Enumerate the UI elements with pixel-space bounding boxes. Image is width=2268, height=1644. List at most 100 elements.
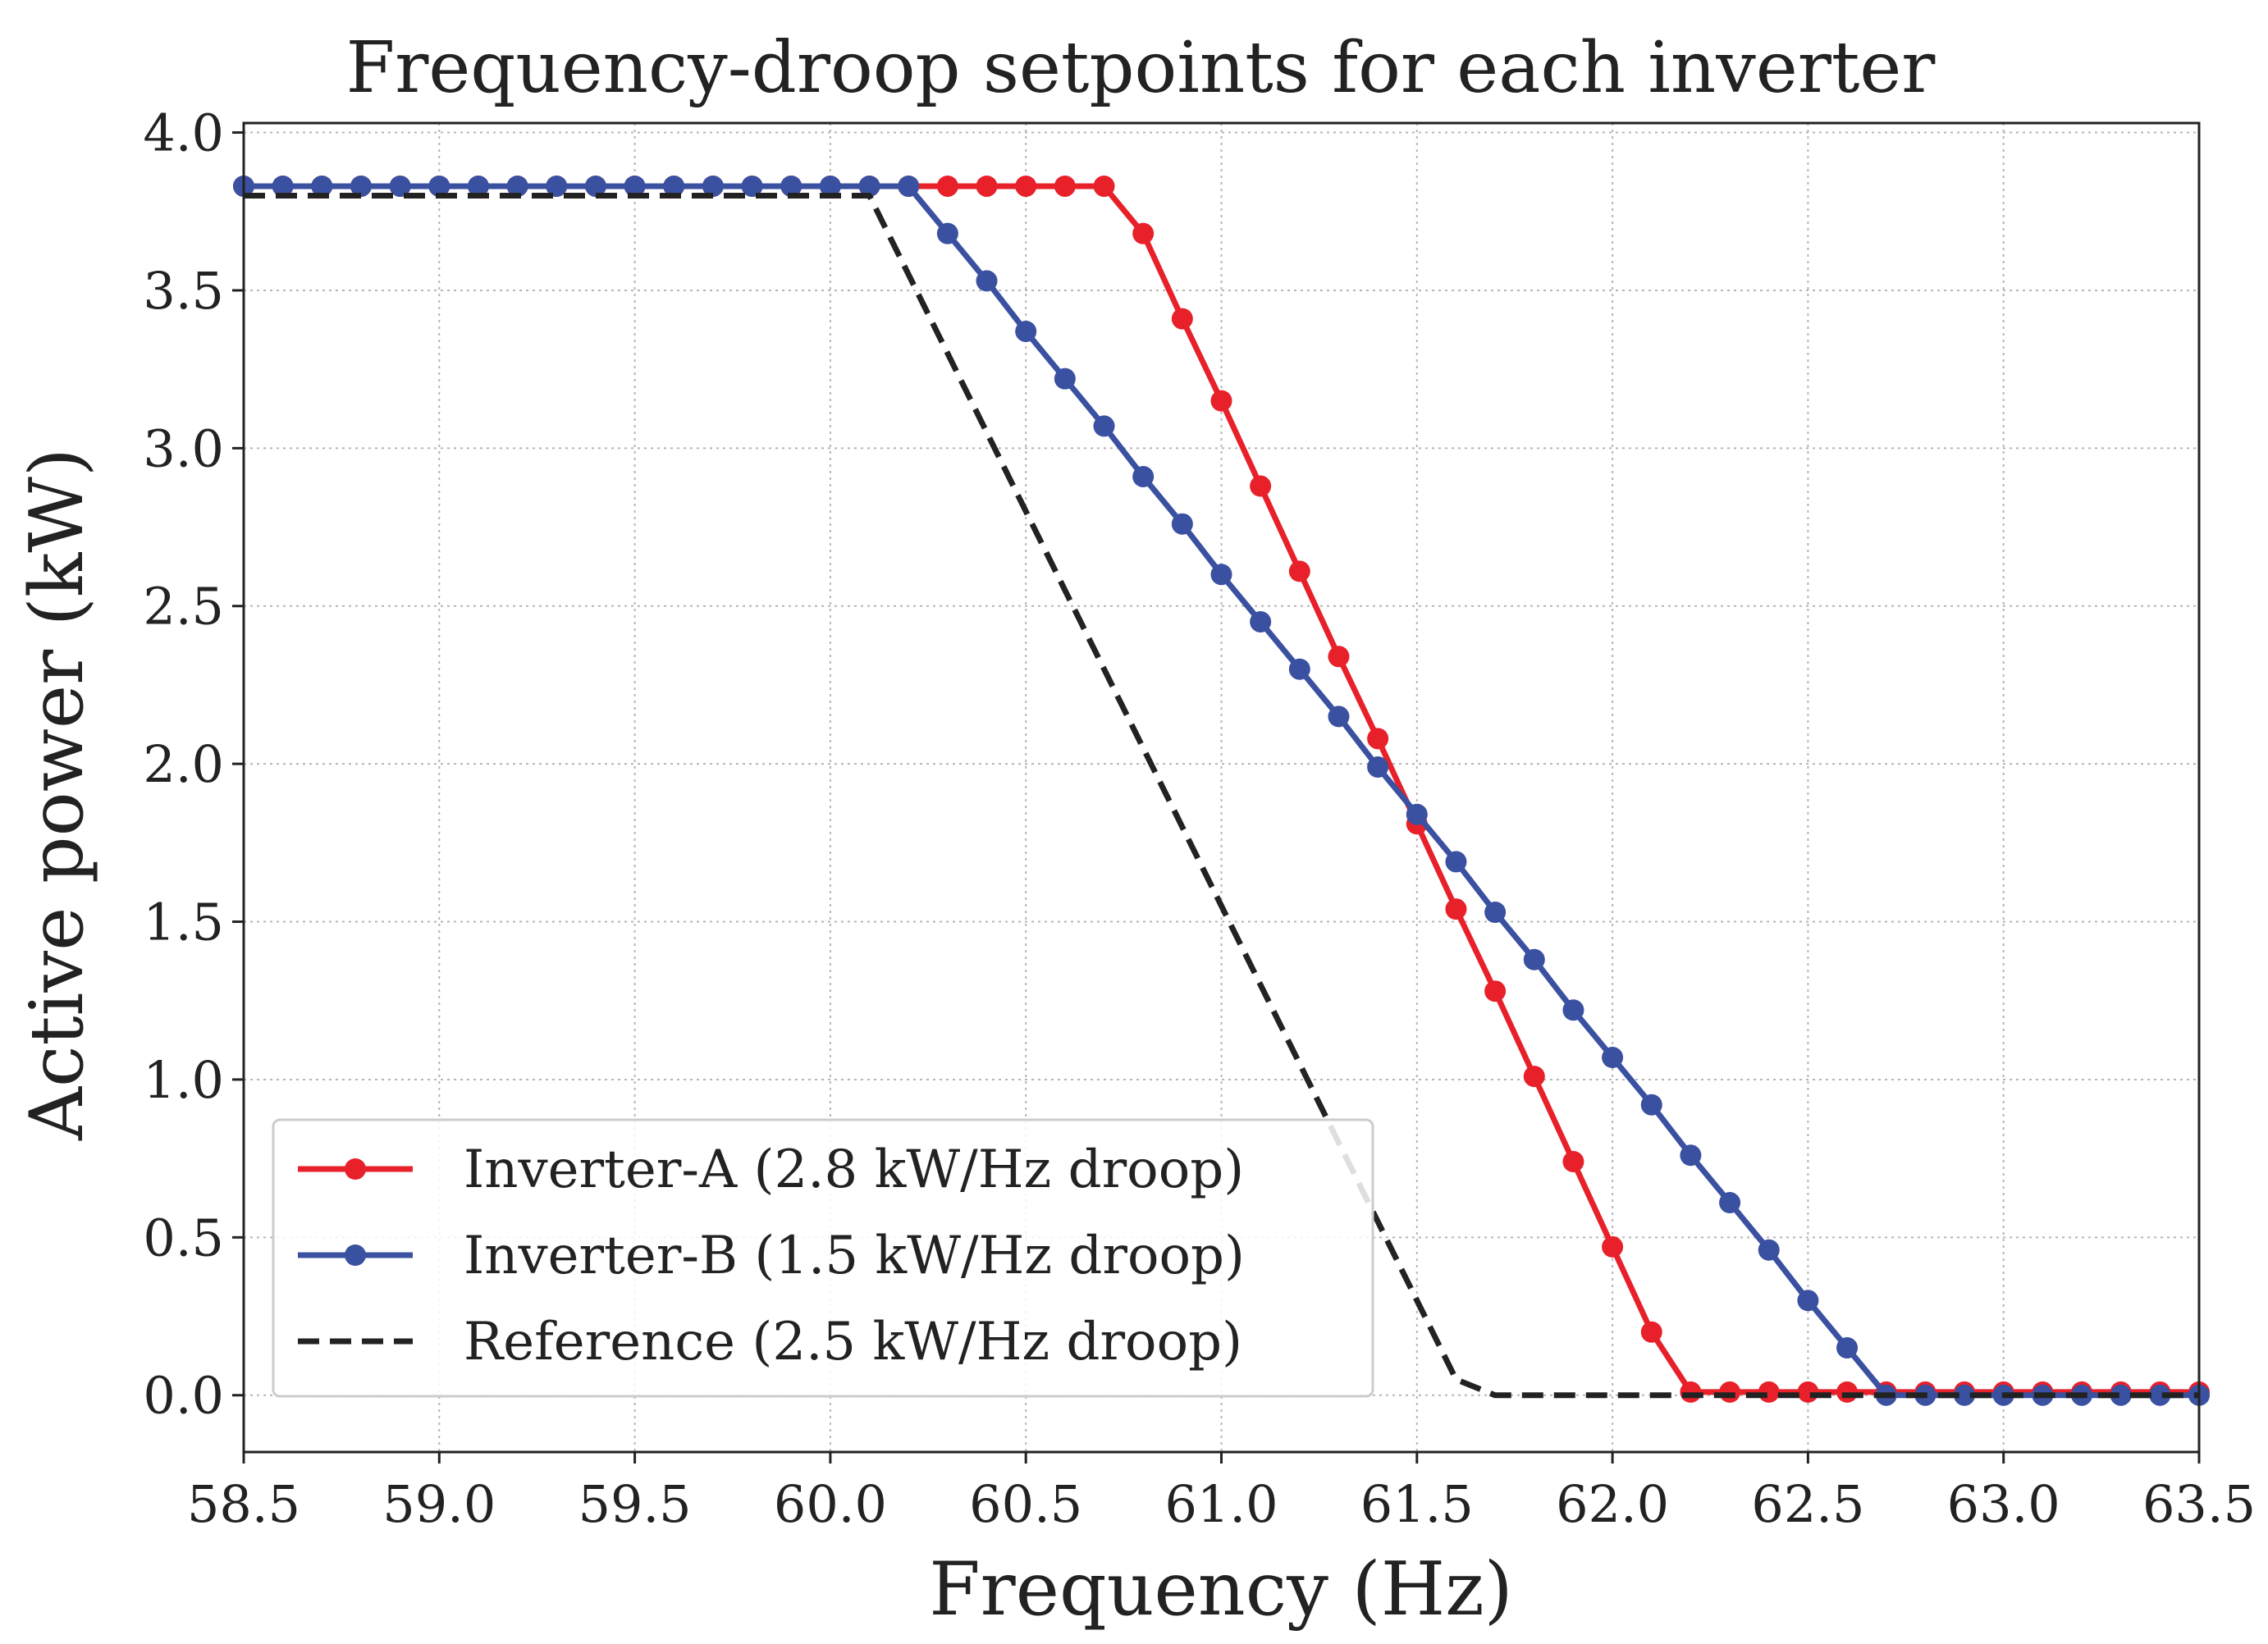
x-tick-label: 63.5 — [2142, 1474, 2256, 1534]
data-point — [2110, 1384, 2132, 1406]
x-tick-label: 63.0 — [1947, 1474, 2060, 1534]
data-point — [1288, 560, 1310, 582]
data-point — [1328, 646, 1350, 668]
data-point — [1680, 1381, 1702, 1403]
data-point — [858, 175, 880, 197]
plot-series — [233, 175, 2210, 1406]
x-axis: 58.5 59.0 59.5 60.0 60.5 61.0 61.5 62.0 62.5 63.0… — [187, 1452, 2256, 1534]
data-point — [780, 175, 802, 197]
data-point — [1445, 851, 1467, 873]
y-tick-label: 4.0 — [143, 103, 224, 163]
data-point — [624, 175, 646, 197]
data-point — [584, 175, 606, 197]
data-point — [1210, 390, 1232, 412]
y-tick-label: 3.5 — [143, 261, 224, 321]
data-point — [1054, 175, 1076, 197]
x-tick-label: 61.0 — [1164, 1474, 1278, 1534]
data-point — [1797, 1290, 1819, 1312]
data-point — [1484, 980, 1507, 1002]
data-point — [1367, 756, 1389, 778]
data-point — [428, 175, 450, 197]
x-tick-label: 62.0 — [1556, 1474, 1669, 1534]
data-point — [1093, 175, 1115, 197]
data-point — [311, 175, 333, 197]
data-point — [1954, 1384, 1976, 1406]
y-tick-label: 3.0 — [143, 418, 224, 478]
data-point — [506, 175, 528, 197]
data-point — [1523, 948, 1545, 970]
y-tick-label: 2.0 — [143, 734, 224, 794]
data-point — [1523, 1066, 1545, 1088]
legend-box — [272, 1118, 1374, 1398]
data-point — [2149, 1384, 2171, 1406]
data-point — [741, 175, 763, 197]
data-point — [976, 270, 998, 292]
data-point — [389, 175, 411, 197]
y-tick-label: 2.5 — [143, 577, 224, 637]
data-point — [976, 175, 998, 197]
legend-swatch-marker — [345, 1158, 366, 1180]
y-tick-label: 0.5 — [143, 1208, 224, 1267]
y-axis: 0.0 0.5 1.0 1.5 2.0 2.5 3.0 3.5 4.0 — [143, 103, 244, 1426]
data-point — [272, 175, 294, 197]
data-point — [663, 175, 685, 197]
series-line — [244, 193, 2199, 1399]
data-point — [1562, 1150, 1584, 1172]
series-3 — [244, 193, 2199, 1399]
legend: Inverter-A (2.8 kW/Hz droop) Inverter-B (… — [272, 1118, 1374, 1398]
data-point — [1093, 415, 1115, 437]
y-tick-label: 1.0 — [143, 1050, 224, 1110]
data-point — [936, 175, 958, 197]
data-point — [1602, 1047, 1624, 1069]
data-point — [1562, 999, 1584, 1021]
x-tick-label: 61.5 — [1360, 1474, 1474, 1534]
legend-label: Reference (2.5 kW/Hz droop) — [464, 1312, 1242, 1372]
data-point — [1640, 1321, 1662, 1343]
legend-entry-2: Inverter-B (1.5 kW/Hz droop) — [298, 1226, 1245, 1286]
data-point — [1797, 1381, 1819, 1403]
data-point — [1836, 1337, 1859, 1359]
data-point — [1328, 706, 1350, 728]
data-point — [1054, 368, 1076, 390]
data-point — [350, 175, 372, 197]
y-axis-label: Active power (kW) — [14, 448, 100, 1141]
data-point — [1288, 658, 1310, 680]
legend-label: Inverter-B (1.5 kW/Hz droop) — [464, 1226, 1245, 1286]
data-point — [1680, 1144, 1702, 1167]
data-point — [1132, 222, 1155, 244]
data-point — [819, 175, 841, 197]
data-point — [1132, 465, 1155, 487]
x-tick-label: 60.5 — [969, 1474, 1082, 1534]
data-point — [1171, 308, 1193, 330]
chart-title: Frequency-droop setpoints for each inver… — [346, 27, 1936, 109]
data-point — [936, 222, 958, 244]
data-point — [1015, 175, 1037, 197]
data-point — [1640, 1094, 1662, 1116]
data-point — [1367, 728, 1389, 750]
data-point — [1602, 1235, 1624, 1258]
data-point — [1484, 901, 1507, 923]
data-point — [1250, 610, 1272, 632]
y-tick-label: 1.5 — [143, 893, 224, 952]
data-point — [1015, 320, 1037, 342]
x-tick-label: 59.0 — [382, 1474, 496, 1534]
data-point — [1406, 803, 1428, 825]
data-point — [546, 175, 568, 197]
y-tick-label: 0.0 — [143, 1366, 224, 1426]
series-2 — [233, 175, 2210, 1406]
data-point — [1171, 513, 1193, 535]
data-point — [467, 175, 489, 197]
x-axis-label: Frequency (Hz) — [929, 1546, 1513, 1633]
legend-label: Inverter-A (2.8 kW/Hz droop) — [464, 1139, 1244, 1200]
data-point — [1719, 1192, 1741, 1214]
legend-entry-1: Inverter-A (2.8 kW/Hz droop) — [298, 1139, 1244, 1200]
legend-swatch-marker — [345, 1244, 366, 1266]
x-tick-label: 59.5 — [578, 1474, 692, 1534]
data-point — [1445, 898, 1467, 920]
data-point — [1758, 1239, 1780, 1261]
data-point — [1836, 1381, 1859, 1403]
data-point — [1719, 1381, 1741, 1403]
data-point — [1758, 1381, 1780, 1403]
data-point — [1210, 564, 1232, 586]
